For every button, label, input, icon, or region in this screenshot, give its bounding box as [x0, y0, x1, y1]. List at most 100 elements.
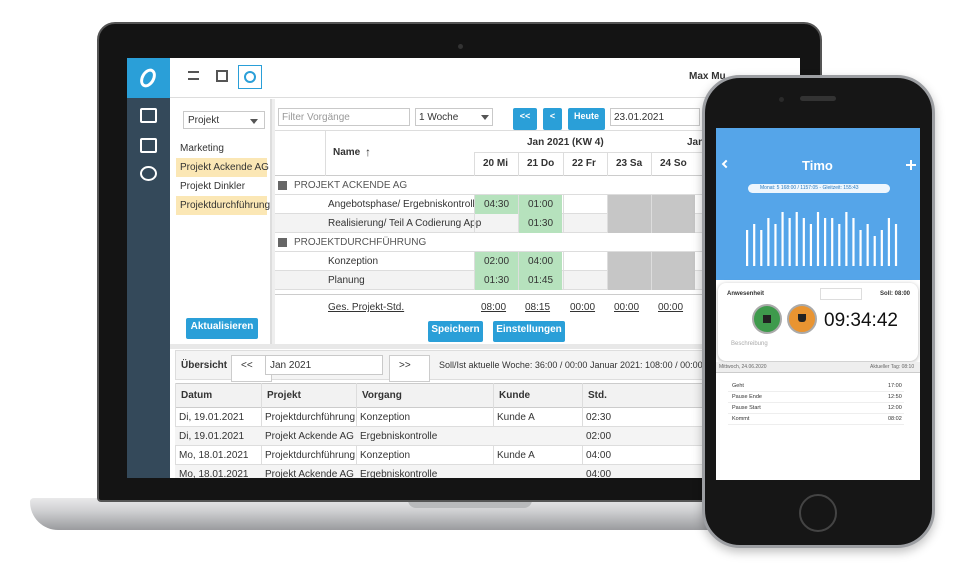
- hour-cell[interactable]: [518, 271, 562, 290]
- column-header: Std.: [588, 390, 607, 401]
- summary-pill: [748, 184, 890, 193]
- day-label: 22 Fr: [572, 158, 596, 169]
- group-title: PROJEKTDURCHFÜHRUNG: [294, 237, 427, 248]
- clock-display: 09:34:42: [824, 310, 898, 331]
- hour-cell[interactable]: [607, 214, 651, 233]
- table-cell: Kunde A: [497, 450, 535, 461]
- project-item[interactable]: [176, 158, 267, 177]
- log-label: Geht: [732, 383, 744, 389]
- range-select[interactable]: [415, 108, 493, 126]
- table-cell: 02:30: [586, 412, 612, 423]
- stats-icon[interactable]: [140, 138, 157, 153]
- table-row[interactable]: [175, 465, 800, 478]
- task-name: Angebotsphase/ Ergebniskontrolle: [328, 199, 481, 210]
- task-name: Realisierung/ Teil A Codierung App: [328, 218, 482, 229]
- month-input[interactable]: [265, 355, 383, 375]
- task-name: Konzeption: [328, 256, 379, 267]
- hour-cell[interactable]: [651, 214, 695, 233]
- overview-next[interactable]: >>: [389, 355, 430, 382]
- hour-cell[interactable]: [474, 195, 518, 214]
- calendar-icon[interactable]: [140, 108, 157, 123]
- calendar-button[interactable]: [216, 70, 228, 82]
- table-cell: 04:00: [586, 469, 612, 479]
- table-cell: Projektdurchführung: [265, 412, 356, 423]
- first-button[interactable]: <<: [513, 108, 537, 130]
- table-cell: Konzeption: [360, 450, 411, 461]
- hour-cell[interactable]: [563, 271, 607, 290]
- hour-value: 01:30: [528, 218, 554, 229]
- hour-cell[interactable]: [518, 214, 562, 233]
- card-title: Anwesenheit: [727, 291, 765, 297]
- next-week-label: Jan: [687, 137, 705, 148]
- table-cell: Projektdurchführung: [265, 450, 356, 461]
- table-cell: Ergebniskontrolle: [360, 469, 438, 479]
- table-row[interactable]: [175, 427, 800, 446]
- menu-icon[interactable]: [188, 71, 199, 80]
- table-cell: Di, 19.01.2021: [179, 431, 245, 442]
- hour-cell[interactable]: [651, 252, 695, 271]
- project-item-label: Projekt Ackende AG: [180, 162, 269, 173]
- grid-splitter: [271, 99, 275, 349]
- settings-button[interactable]: Einstellungen: [493, 321, 565, 342]
- project-item[interactable]: [176, 177, 267, 196]
- hour-cell[interactable]: [607, 252, 651, 271]
- hour-cell[interactable]: [474, 271, 518, 290]
- prev-button[interactable]: <: [543, 108, 562, 130]
- log-time: 08:02: [888, 416, 902, 422]
- today-label: Aktueller Tag: 08:10: [870, 364, 915, 370]
- clock-button[interactable]: [238, 65, 262, 89]
- filter-placeholder: Filter Vorgänge: [282, 112, 350, 123]
- hour-cell[interactable]: [563, 195, 607, 214]
- hour-cell[interactable]: [518, 252, 562, 271]
- total-value: 00:00: [614, 302, 640, 313]
- project-item-label: Projektdurchführung: [180, 200, 271, 211]
- total-value: 00:00: [658, 302, 684, 313]
- presence-card: [718, 283, 918, 361]
- table-row[interactable]: [175, 446, 800, 465]
- hours-bar: [746, 230, 749, 266]
- phone-home-button[interactable]: [799, 494, 837, 532]
- hour-cell[interactable]: [563, 252, 607, 271]
- total-value: 08:00: [481, 302, 507, 313]
- date-text: 23.01.2021: [614, 112, 665, 123]
- save-button[interactable]: Speichern: [428, 321, 483, 342]
- hour-cell[interactable]: [607, 195, 651, 214]
- hour-cell[interactable]: [518, 195, 562, 214]
- project-item[interactable]: [176, 196, 267, 215]
- project-item-label: Projekt Dinkler: [180, 181, 246, 192]
- column-header: Vorgang: [362, 390, 402, 401]
- add-icon-v: [910, 160, 912, 170]
- date-input[interactable]: [610, 108, 700, 126]
- hour-cell[interactable]: [474, 214, 518, 233]
- hours-bar: [866, 224, 869, 266]
- today-button[interactable]: Heute: [568, 108, 605, 130]
- filter-input[interactable]: [278, 108, 410, 126]
- project-select[interactable]: [183, 111, 265, 129]
- hour-cell[interactable]: [563, 214, 607, 233]
- project-item[interactable]: [176, 139, 267, 158]
- select-arrow: [250, 119, 258, 124]
- hours-bar: [760, 230, 763, 266]
- collapse-icon[interactable]: [278, 181, 287, 190]
- hour-cell[interactable]: [474, 252, 518, 271]
- date-label: Mittwoch, 24.06.2020: [719, 364, 767, 370]
- group-row: [275, 176, 800, 195]
- phone-camera: [779, 97, 784, 102]
- hour-value: 04:00: [528, 256, 554, 267]
- collapse-icon[interactable]: [278, 238, 287, 247]
- hour-cell[interactable]: [607, 271, 651, 290]
- hour-cell[interactable]: [651, 271, 695, 290]
- week-summary: Soll/Ist aktuelle Woche: 36:00 / 00:00: [439, 360, 588, 370]
- grid-name-col-line: [325, 130, 326, 176]
- table-row[interactable]: [175, 408, 800, 427]
- refresh-button[interactable]: Aktualisieren: [186, 318, 258, 339]
- card-input[interactable]: [820, 288, 862, 300]
- month-summary: Januar 2021: 108:00 / 00:00: [590, 360, 703, 370]
- hours-bar: [845, 212, 848, 266]
- overview-title: Übersicht: [181, 360, 228, 371]
- column-header: Kunde: [499, 390, 531, 401]
- settings-icon[interactable]: [140, 166, 157, 181]
- hour-cell[interactable]: [651, 195, 695, 214]
- hours-bar: [852, 218, 855, 266]
